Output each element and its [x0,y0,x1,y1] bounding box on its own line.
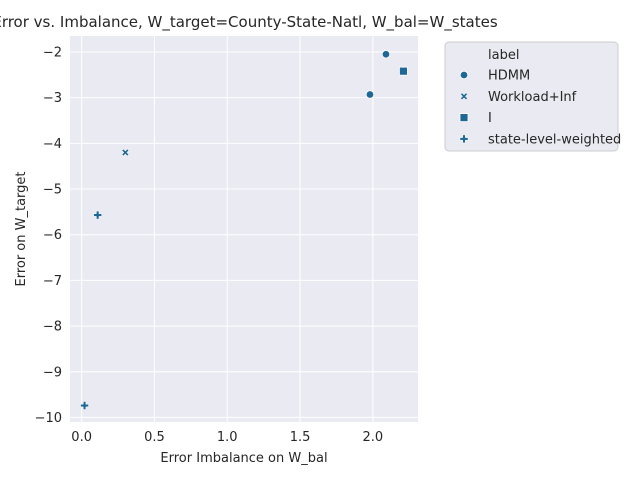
y-tick-label: −4 [43,137,62,152]
y-tick-labels: −2 −3 −4 −5 −6 −7 −8 −9 −10 [35,45,62,425]
grid-lines [70,36,418,422]
x-tick-label: 1.5 [290,430,311,445]
x-tick-label: 0.5 [144,430,165,445]
legend-marker-square [459,113,469,122]
data-point-x [121,148,130,157]
y-tick-label: −9 [43,365,62,380]
y-tick-label: −3 [43,91,62,106]
legend-frame [444,41,619,152]
data-points [80,50,408,410]
y-tick-label: −7 [43,274,62,289]
data-point-circle [365,90,375,99]
x-tick-label: 2.0 [363,430,384,445]
legend-marker-plus [459,134,469,144]
data-point-square [399,66,408,76]
legend: label HDMM Workload+Inf Istate-level-weigh… [444,41,621,152]
y-tick-label: −5 [43,183,62,198]
x-axis-title: Error Imbalance on W_bal [160,451,327,466]
legend-label: state-level-weighted [488,132,621,147]
legend-marker-x [460,92,468,101]
y-tick-label: −2 [43,45,62,60]
legend-label: I [488,111,492,126]
plot-area [70,36,418,422]
legend-label: Workload+Inf [488,90,577,105]
data-point-plus [93,210,102,220]
x-tick-labels: 0.0 0.5 1.0 1.5 2.0 [71,430,383,445]
y-tick-label: −10 [35,411,62,426]
legend-marker-circle [459,70,469,80]
x-tick-label: 1.0 [217,430,238,445]
chart-title: Error vs. Imbalance, W_target=County-Sta… [0,13,498,32]
y-axis-title: Error on W_target [14,171,29,286]
x-tick-label: 0.0 [71,430,92,445]
data-point-circle [381,50,391,59]
legend-title: label [488,48,519,63]
y-tick-label: −8 [43,320,62,335]
legend-label: HDMM [488,69,530,84]
y-tick-label: −6 [43,228,62,243]
data-point-plus [80,401,89,410]
